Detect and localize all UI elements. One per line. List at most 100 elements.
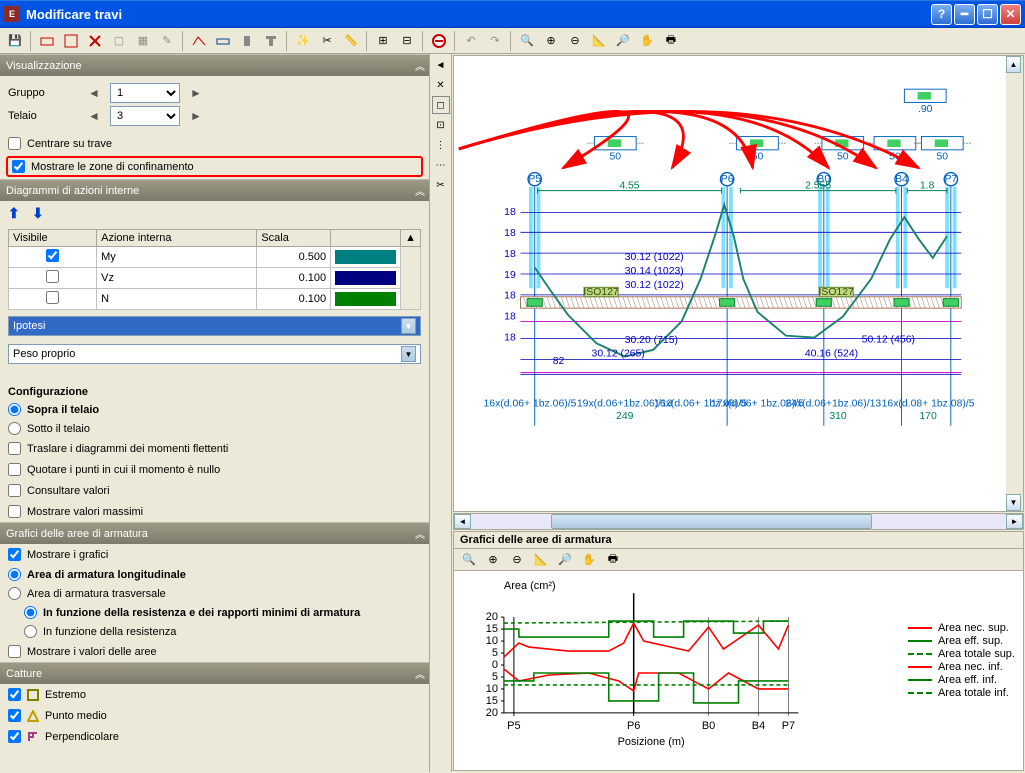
panel-grafici-header[interactable]: Grafici delle aree di armatura ︽ — [0, 522, 429, 544]
tool-t[interactable] — [260, 30, 282, 52]
tool-section[interactable] — [236, 30, 258, 52]
row-color[interactable] — [335, 292, 396, 306]
collapse-icon[interactable]: ︽ — [415, 526, 423, 541]
collapse-icon[interactable]: ︽ — [415, 183, 423, 198]
mostrare-zone-checkbox[interactable] — [12, 160, 25, 173]
col-azione[interactable]: Azione interna — [97, 230, 257, 247]
tool-x[interactable] — [84, 30, 106, 52]
maximize-button[interactable]: ☐ — [977, 4, 998, 25]
scroll-right-icon[interactable]: ► — [1006, 514, 1023, 529]
side-tool2[interactable]: ◻ — [432, 96, 450, 114]
col-scala[interactable]: Scala — [257, 230, 331, 247]
row-visible[interactable] — [46, 249, 59, 262]
chart-area[interactable]: Area (cm²)201510505101520P5P6B0B4P7Posiz… — [454, 571, 1023, 770]
save-icon[interactable]: 💾 — [4, 30, 26, 52]
chart-zoom-extents[interactable]: ⊕ — [482, 549, 504, 571]
row-visible[interactable] — [46, 291, 59, 304]
gruppo-next[interactable]: ► — [186, 84, 206, 102]
gruppo-prev[interactable]: ◄ — [84, 84, 104, 102]
tool-detail1[interactable]: ⊞ — [372, 30, 394, 52]
tool-rect2[interactable] — [60, 30, 82, 52]
measure-icon[interactable]: 📐 — [588, 30, 610, 52]
zoom-minus-icon[interactable]: ⊖ — [564, 30, 586, 52]
side-tool4[interactable]: ⋮ — [432, 136, 450, 154]
panel-catture-header[interactable]: Catture ︽ — [0, 662, 429, 684]
dropdown-icon[interactable]: ▼ — [401, 346, 416, 362]
telaio-next[interactable]: ► — [186, 107, 206, 125]
move-down-icon[interactable]: ⬇ — [32, 205, 52, 223]
collapse-icon[interactable]: ︽ — [415, 666, 423, 681]
trasversale-radio[interactable] — [8, 587, 21, 600]
telaio-select[interactable]: 3 — [110, 106, 180, 126]
mostrare-grafici-checkbox[interactable] — [8, 548, 21, 561]
row-color[interactable] — [335, 271, 396, 285]
quotare-checkbox[interactable] — [8, 463, 21, 476]
scroll-down-icon[interactable]: ▼ — [1006, 494, 1021, 511]
dropdown-icon[interactable]: ▼ — [401, 318, 416, 334]
centrare-checkbox[interactable] — [8, 137, 21, 150]
peso-combo[interactable]: Peso proprio ▼ — [8, 344, 421, 364]
side-tool3[interactable]: ⊡ — [432, 116, 450, 134]
funz-resist-radio[interactable] — [24, 625, 37, 638]
row-name[interactable]: Vz — [97, 268, 257, 289]
zoom-extents-icon[interactable]: ⊕ — [540, 30, 562, 52]
side-tool1[interactable]: ✕ — [432, 76, 450, 94]
perpendicolare-checkbox[interactable] — [8, 730, 21, 743]
side-tool6[interactable]: ✂ — [432, 176, 450, 194]
panel-diagrammi-header[interactable]: Diagrammi di azioni interne ︽ — [0, 179, 429, 201]
estremo-checkbox[interactable] — [8, 688, 21, 701]
row-name[interactable]: My — [97, 247, 257, 268]
chart-zoom-minus[interactable]: ⊖ — [506, 549, 528, 571]
move-up-icon[interactable]: ⬆ — [8, 205, 28, 223]
consultare-checkbox[interactable] — [8, 484, 21, 497]
scroll-thumb[interactable] — [551, 514, 872, 529]
row-color[interactable] — [335, 250, 396, 264]
mostrare-valori-checkbox[interactable] — [8, 645, 21, 658]
help-button[interactable]: ? — [931, 4, 952, 25]
tool-detail2[interactable]: ⊟ — [396, 30, 418, 52]
sotto-radio[interactable] — [8, 422, 21, 435]
minimize-button[interactable]: ━ — [954, 4, 975, 25]
tool-g2[interactable]: ▦ — [132, 30, 154, 52]
chart-zoom-prev[interactable]: 🔎 — [554, 549, 576, 571]
tool-g1[interactable]: ▢ — [108, 30, 130, 52]
row-scale[interactable]: 0.100 — [257, 268, 331, 289]
chart-zoom-window[interactable]: 🔍 — [458, 549, 480, 571]
longitudinale-radio[interactable] — [8, 568, 21, 581]
collapse-icon[interactable]: ︽ — [415, 58, 423, 73]
chart-print[interactable]: 🖶 — [602, 549, 624, 571]
tool-ruler[interactable]: 📏 — [340, 30, 362, 52]
tool-g3[interactable]: ✎ — [156, 30, 178, 52]
row-scale[interactable]: 0.100 — [257, 289, 331, 310]
ipotesi-combo[interactable]: Ipotesi ▼ — [8, 316, 421, 336]
gruppo-select[interactable]: 1 — [110, 83, 180, 103]
tool-rect-red[interactable] — [36, 30, 58, 52]
scroll-up-icon[interactable]: ▲ — [1006, 56, 1021, 73]
zoom-window-icon[interactable]: 🔍 — [516, 30, 538, 52]
chart-measure[interactable]: 📐 — [530, 549, 552, 571]
sopra-radio[interactable] — [8, 403, 21, 416]
zoom-prev-icon[interactable]: 🔎 — [612, 30, 634, 52]
traslare-checkbox[interactable] — [8, 442, 21, 455]
mostrare-max-checkbox[interactable] — [8, 505, 21, 518]
print-icon[interactable]: 🖶 — [660, 30, 682, 52]
vscrollbar[interactable]: ▲ ▼ — [1006, 56, 1023, 511]
undo-icon[interactable]: ↶ — [460, 30, 482, 52]
row-name[interactable]: N — [97, 289, 257, 310]
tool-beam2[interactable] — [212, 30, 234, 52]
redo-icon[interactable]: ↷ — [484, 30, 506, 52]
diagram-view[interactable]: 5050505050.90P5P6B0B4P74.552.5551.8ISO12… — [453, 55, 1024, 512]
panel-visualizzazione-header[interactable]: Visualizzazione ︽ — [0, 54, 429, 76]
col-visibile[interactable]: Visibile — [9, 230, 97, 247]
tool-scissors[interactable]: ✂ — [316, 30, 338, 52]
scroll-left-icon[interactable]: ◄ — [454, 514, 471, 529]
side-collapse-icon[interactable]: ◄ — [432, 56, 450, 74]
funz-resist-rapp-radio[interactable] — [24, 606, 37, 619]
punto-medio-checkbox[interactable] — [8, 709, 21, 722]
chart-pan[interactable]: ✋ — [578, 549, 600, 571]
side-tool5[interactable]: ⋯ — [432, 156, 450, 174]
pan-icon[interactable]: ✋ — [636, 30, 658, 52]
tool-wand[interactable]: ✨ — [292, 30, 314, 52]
hscrollbar[interactable]: ◄ ► — [453, 513, 1024, 530]
row-visible[interactable] — [46, 270, 59, 283]
